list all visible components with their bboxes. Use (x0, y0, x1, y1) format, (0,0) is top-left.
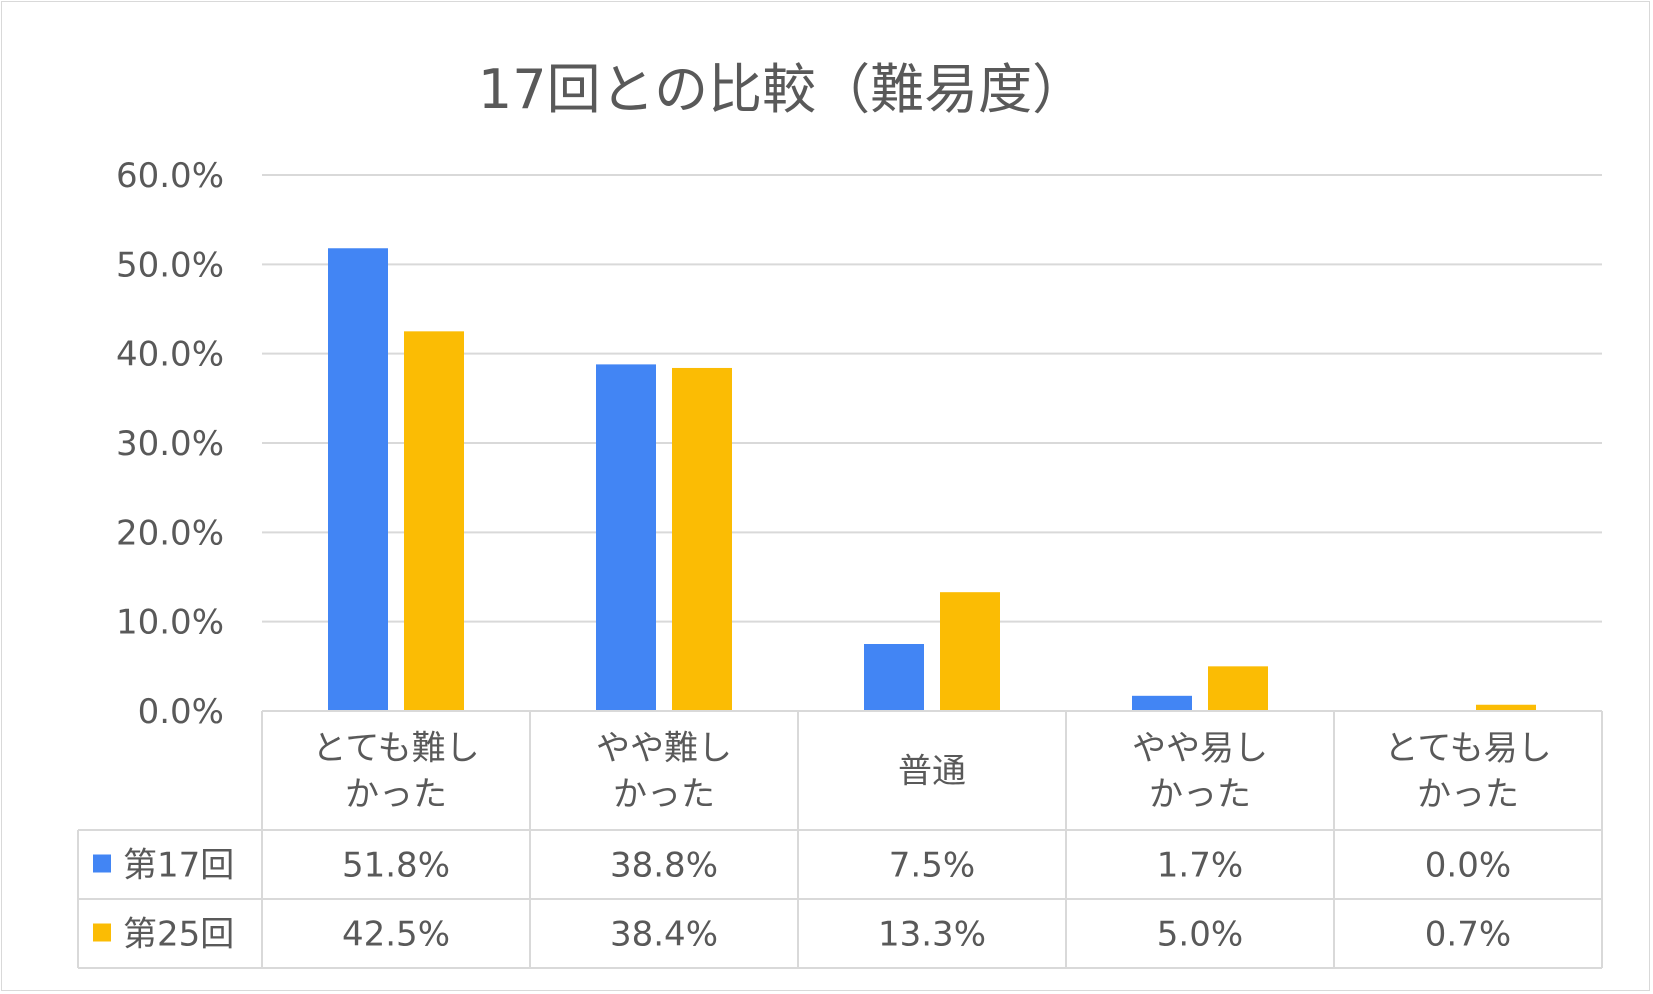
data-label: 0.7% (1425, 915, 1511, 955)
bars (328, 248, 1536, 711)
legend-label: 第17回 (123, 846, 234, 886)
legend-swatch (93, 854, 111, 873)
bar-1-4 (1132, 695, 1192, 711)
category-label: やや難し (596, 729, 732, 769)
bar-2-5 (1476, 704, 1536, 711)
bar-1-3 (864, 644, 924, 711)
data-label: 7.5% (889, 846, 975, 886)
chart-title: 17回との比較（難易度） (478, 58, 1086, 121)
data-label: 5.0% (1157, 915, 1243, 955)
legend-swatch (93, 923, 111, 942)
data-label: 38.8% (610, 846, 718, 886)
category-label: 普通 (898, 752, 966, 792)
category-label: とても易し (1384, 729, 1551, 769)
bar-2-4 (1208, 666, 1268, 711)
category-label: かった (1149, 775, 1251, 815)
y-tick-label: 40.0% (116, 335, 224, 375)
category-label: かった (1417, 775, 1519, 815)
data-label: 13.3% (878, 915, 986, 955)
y-tick-label: 50.0% (116, 245, 224, 285)
y-tick-label: 30.0% (116, 424, 224, 464)
y-tick-label: 20.0% (116, 513, 224, 553)
y-tick-label: 60.0% (116, 156, 224, 196)
data-label: 38.4% (610, 915, 718, 955)
y-axis: 0.0% 10.0% 20.0% 30.0% 40.0% 50.0% 60.0% (116, 156, 224, 732)
category-label: かった (345, 775, 447, 815)
bar-1-1 (328, 248, 388, 711)
legend-label: 第25回 (123, 915, 234, 955)
y-tick-label: 0.0% (138, 692, 224, 732)
data-label: 1.7% (1157, 846, 1243, 886)
gridlines (262, 174, 1602, 623)
bar-1-2 (596, 364, 656, 711)
bar-2-3 (940, 592, 1000, 711)
data-label: 51.8% (342, 846, 450, 886)
bar-2-2 (672, 367, 732, 711)
data-label: 0.0% (1425, 846, 1511, 886)
category-label: かった (613, 775, 715, 815)
data-label: 42.5% (342, 915, 450, 955)
bar-2-1 (404, 331, 464, 711)
y-tick-label: 10.0% (116, 603, 224, 643)
category-label: とても難し (312, 729, 479, 769)
category-label: やや易し (1132, 729, 1268, 769)
